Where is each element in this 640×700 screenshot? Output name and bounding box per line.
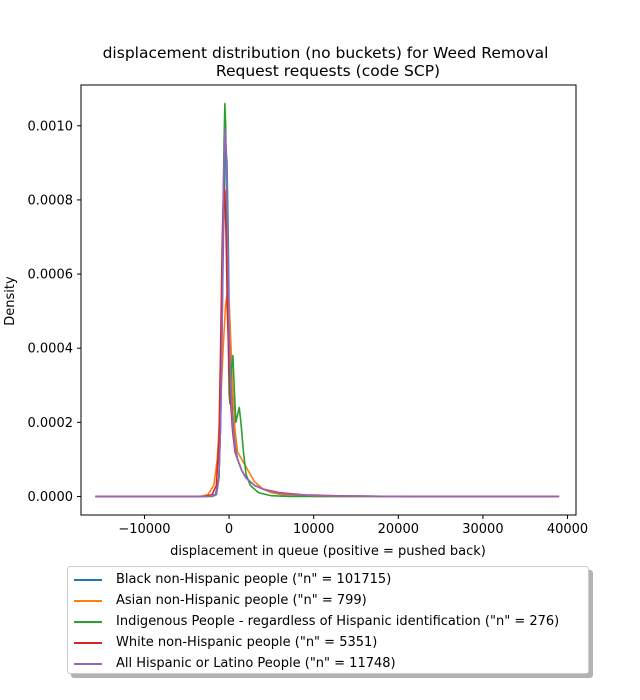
legend-entry: White non-Hispanic people ("n" = 5351) [68,632,588,653]
legend-label: White non-Hispanic people ("n" = 5351) [116,635,378,650]
chart-title-line-2: Request requests (code SCP) [216,62,440,80]
series-line-1 [95,143,560,498]
legend-label: Black non-Hispanic people ("n" = 101715) [116,572,392,587]
y-axis-label: Density [3,276,18,326]
series-line-2 [95,291,560,498]
y-tick-label: 0.0008 [28,193,74,208]
x-tick-label: −10000 [118,522,170,537]
y-tick-label: 0.0004 [28,342,74,357]
legend-swatch [74,578,102,581]
series-line-4 [95,184,560,498]
legend-swatch [74,662,102,665]
legend-entry: Indigenous People - regardless of Hispan… [68,611,588,632]
x-tick-label: 10000 [293,522,334,537]
legend-swatch [74,641,102,644]
x-tick-label: 40000 [547,522,588,537]
plot-layer: −10000 0 10000 20000 30000 40000 0.0000 0.0002 0… [28,102,588,537]
series-line-3 [95,102,560,498]
legend-label: Indigenous People - regardless of Hispan… [116,614,560,629]
legend-swatch [74,620,102,623]
legend-label: Asian non-Hispanic people ("n" = 799) [116,593,367,608]
legend-swatch [74,599,102,602]
y-tick-label: 0.0000 [28,490,74,505]
y-tick-label: 0.0002 [28,416,74,431]
x-tick-label: 0 [225,522,233,537]
chart: displacement distribution (no buckets) f… [3,44,588,559]
legend: Black non-Hispanic people ("n" = 101715)… [67,566,589,674]
series-line-5 [95,128,560,498]
legend-entry: Black non-Hispanic people ("n" = 101715) [68,569,588,590]
legend-entry: Asian non-Hispanic people ("n" = 799) [68,590,588,611]
legend-label: All Hispanic or Latino People ("n" = 117… [116,656,396,671]
chart-title-line-1: displacement distribution (no buckets) f… [103,44,549,62]
x-tick-label: 30000 [462,522,503,537]
legend-entry: All Hispanic or Latino People ("n" = 117… [68,653,588,674]
y-tick-label: 0.0006 [28,268,74,283]
plot-frame [80,84,577,516]
x-tick-label: 20000 [378,522,419,537]
x-axis-label: displacement in queue (positive = pushed… [170,544,486,559]
y-tick-label: 0.0010 [28,119,74,134]
chart-title: displacement distribution (no buckets) f… [103,44,554,80]
